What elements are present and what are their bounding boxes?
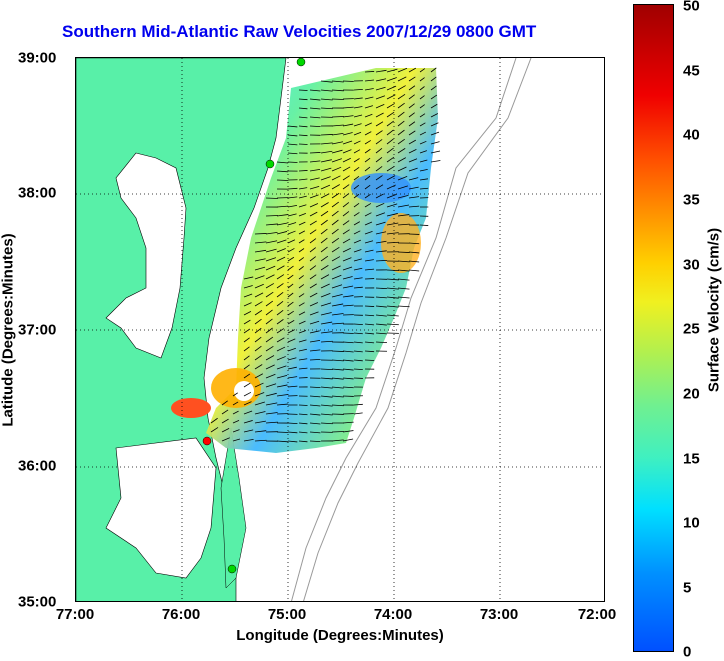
colorbar-tick: 15 [683,451,700,468]
colorbar-tick: 35 [683,192,700,209]
colorbar-tick: 45 [683,63,700,80]
y-tick-label: 36:00 [18,458,56,475]
y-tick-label: 38:00 [18,185,56,202]
radar-site-north [297,58,305,66]
velocity-arrow [255,233,267,234]
velocity-arrow [420,225,428,226]
colorbar-tick: 5 [683,580,691,597]
colorbar-tick: 40 [683,127,700,144]
x-axis-label: Longitude (Degrees:Minutes) [236,627,444,644]
x-tick-label: 76:00 [162,606,200,623]
radar-site-inactive [203,437,211,445]
y-tick-label: 37:00 [18,322,56,339]
hotspot-red [171,398,211,418]
colorbar-tick: 0 [683,644,691,661]
colorbar-tick: 50 [683,0,700,15]
velocity-arrow [299,170,308,171]
velocity-arrow [277,180,288,181]
map-canvas [76,58,605,602]
x-tick-label: 73:00 [480,606,518,623]
map-plot-area[interactable] [75,57,605,602]
velocity-arrow [431,161,440,162]
colorbar-label: Surface Velocity (cm/s) [706,228,723,392]
y-axis-label: Latitude (Degrees:Minutes) [0,233,17,426]
y-tick-label: 39:00 [18,50,56,67]
velocity-arrow [332,431,344,432]
map-title: Southern Mid-Atlantic Raw Velocities 200… [62,22,536,42]
radar-site-mid [266,160,274,168]
radar-site-south [228,565,236,573]
velocity-arrow [398,252,410,253]
x-tick-label: 75:00 [268,606,306,623]
x-tick-label: 77:00 [56,606,94,623]
colorbar-tick: 25 [683,321,700,338]
velocity-arrow [332,351,344,352]
velocity-arrow [321,134,333,135]
velocity-arrow [299,90,308,91]
data-gap [234,381,254,401]
colorbar-tick: 10 [683,515,700,532]
colorbar [633,4,674,652]
velocity-arrow [409,270,419,271]
colorbar-tick: 20 [683,386,700,403]
x-tick-label: 72:00 [578,606,616,623]
velocity-arrow [398,306,410,307]
y-tick-label: 35:00 [18,594,56,611]
x-tick-label: 74:00 [374,606,412,623]
colorbar-tick: 30 [683,257,700,274]
velocity-arrow [299,405,308,406]
